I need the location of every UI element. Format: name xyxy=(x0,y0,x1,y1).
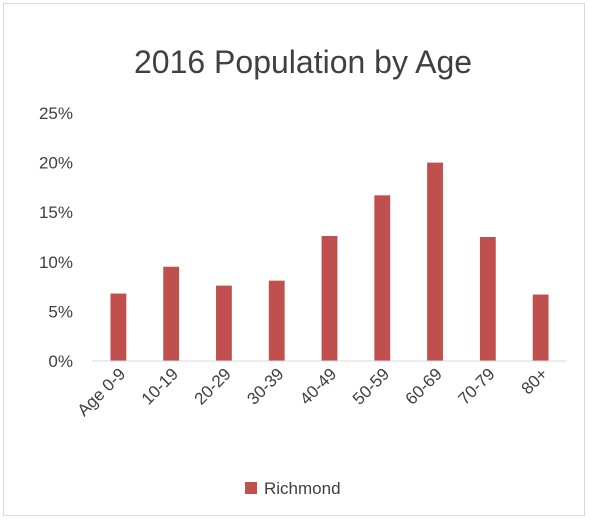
bar xyxy=(110,293,127,361)
x-tick-label: 60-69 xyxy=(402,364,446,408)
x-tick-label: 70-79 xyxy=(454,364,498,408)
y-tick-label: 25% xyxy=(39,104,73,123)
legend-label-richmond: Richmond xyxy=(264,479,341,498)
bar xyxy=(532,294,549,361)
bar xyxy=(268,280,285,361)
x-tick-label: 40-49 xyxy=(296,364,340,408)
y-tick-label: 10% xyxy=(39,253,73,272)
bar xyxy=(374,195,391,361)
x-axis-ticks: Age 0-9 10-19 20-29 30-39 40-49 50-59 60-69 70-… xyxy=(74,364,552,420)
bar xyxy=(216,285,232,361)
chart-title: 2016 Population by Age xyxy=(134,44,472,80)
x-tick-label: 80+ xyxy=(518,364,552,398)
bar xyxy=(427,162,443,361)
x-tick-label: Age 0-9 xyxy=(74,364,130,420)
x-tick-label: 20-29 xyxy=(191,364,235,408)
bar xyxy=(479,237,496,361)
y-tick-label: 15% xyxy=(39,203,73,222)
y-tick-label: 20% xyxy=(39,154,73,173)
legend-swatch-richmond xyxy=(245,482,257,494)
bar xyxy=(163,266,180,361)
x-tick-label: 50-59 xyxy=(349,364,393,408)
y-axis-ticks: 0% 5% 10% 15% 20% 25% xyxy=(39,104,73,371)
x-tick-label: 10-19 xyxy=(138,364,182,408)
bars xyxy=(110,162,549,361)
x-tick-label: 30-39 xyxy=(243,364,287,408)
y-tick-label: 0% xyxy=(48,352,73,371)
bar xyxy=(321,236,338,361)
y-tick-label: 5% xyxy=(48,302,73,321)
legend: Richmond xyxy=(245,479,341,498)
